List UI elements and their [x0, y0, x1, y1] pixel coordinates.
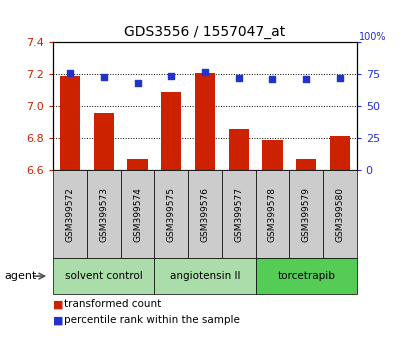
Point — [336, 75, 342, 81]
Text: GSM399574: GSM399574 — [133, 187, 142, 242]
Bar — [94, 113, 114, 170]
Text: percentile rank within the sample: percentile rank within the sample — [63, 315, 239, 325]
Bar — [127, 159, 147, 170]
Bar — [295, 159, 315, 170]
Text: GSM399575: GSM399575 — [166, 187, 175, 242]
Bar — [329, 137, 349, 170]
Text: GSM399577: GSM399577 — [234, 187, 243, 242]
Text: 100%: 100% — [358, 33, 385, 42]
Point — [168, 73, 174, 79]
Point — [268, 76, 275, 82]
Text: GSM399579: GSM399579 — [301, 187, 310, 242]
Text: ■: ■ — [53, 315, 64, 325]
Point — [67, 70, 73, 76]
Text: GSM399576: GSM399576 — [200, 187, 209, 242]
Text: GSM399580: GSM399580 — [335, 187, 344, 242]
Text: transformed count: transformed count — [63, 299, 160, 309]
Text: ■: ■ — [53, 299, 64, 309]
Bar — [194, 73, 215, 170]
Title: GDS3556 / 1557047_at: GDS3556 / 1557047_at — [124, 25, 285, 39]
Point — [100, 74, 107, 80]
Text: GSM399572: GSM399572 — [65, 187, 74, 242]
Point — [134, 80, 141, 86]
Point — [201, 69, 208, 75]
Text: angiotensin II: angiotensin II — [169, 271, 240, 281]
Text: solvent control: solvent control — [65, 271, 142, 281]
Bar — [262, 139, 282, 170]
Bar — [161, 92, 181, 170]
Text: GSM399573: GSM399573 — [99, 187, 108, 242]
Text: GSM399578: GSM399578 — [267, 187, 276, 242]
Text: torcetrapib: torcetrapib — [276, 271, 334, 281]
Text: agent: agent — [4, 271, 36, 281]
Point — [235, 75, 241, 81]
Bar — [60, 76, 80, 170]
Bar — [228, 129, 248, 170]
Point — [302, 76, 309, 82]
